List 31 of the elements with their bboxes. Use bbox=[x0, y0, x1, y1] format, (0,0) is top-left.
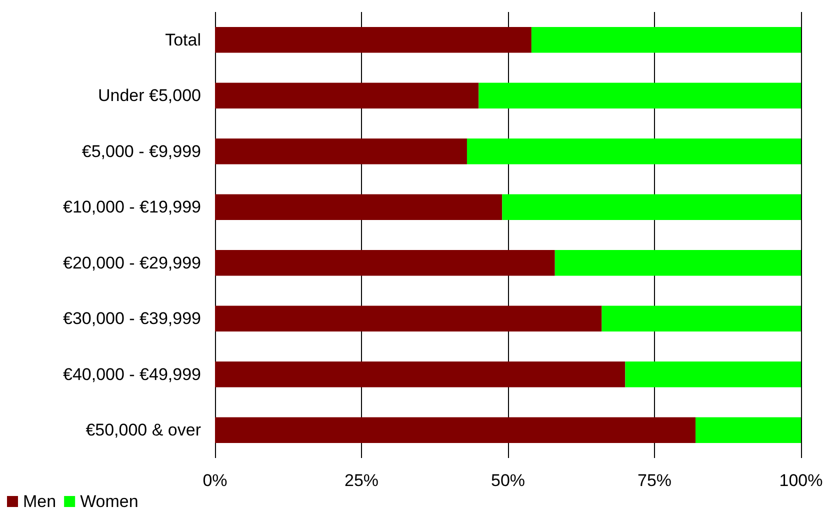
bar bbox=[215, 250, 555, 276]
x-tick-label: 100% bbox=[779, 471, 823, 490]
x-tick-label: 75% bbox=[637, 471, 672, 490]
legend-label: Women bbox=[80, 492, 138, 511]
y-tick-label: €30,000 - €39,999 bbox=[62, 309, 201, 328]
y-tick-label: Total bbox=[165, 30, 201, 50]
x-tick-label: 50% bbox=[490, 471, 526, 490]
bar bbox=[478, 82, 801, 108]
bar bbox=[625, 362, 801, 388]
x-tick-label: 25% bbox=[344, 471, 379, 490]
bar bbox=[502, 194, 801, 220]
y-tick-label: €40,000 - €49,999 bbox=[62, 364, 201, 384]
y-tick-label: €5,000 - €9,999 bbox=[82, 142, 201, 161]
bar bbox=[466, 138, 801, 164]
bar bbox=[215, 82, 479, 108]
bar bbox=[215, 194, 502, 220]
bar bbox=[215, 362, 626, 388]
bar bbox=[554, 250, 801, 276]
bar bbox=[531, 27, 801, 53]
y-tick-label: €50,000 & over bbox=[86, 420, 202, 440]
x-tick-label: 0% bbox=[202, 471, 228, 490]
bar bbox=[215, 27, 532, 53]
bar bbox=[602, 306, 801, 332]
y-tick-label: €20,000 - €29,999 bbox=[62, 253, 201, 272]
bar bbox=[215, 138, 467, 164]
bar bbox=[215, 306, 602, 332]
bar bbox=[696, 417, 801, 443]
legend-label: Men bbox=[23, 492, 56, 511]
y-tick-label: €10,000 - €19,999 bbox=[62, 198, 201, 217]
y-tick-label: Under €5,000 bbox=[98, 86, 201, 106]
bar bbox=[215, 417, 696, 443]
